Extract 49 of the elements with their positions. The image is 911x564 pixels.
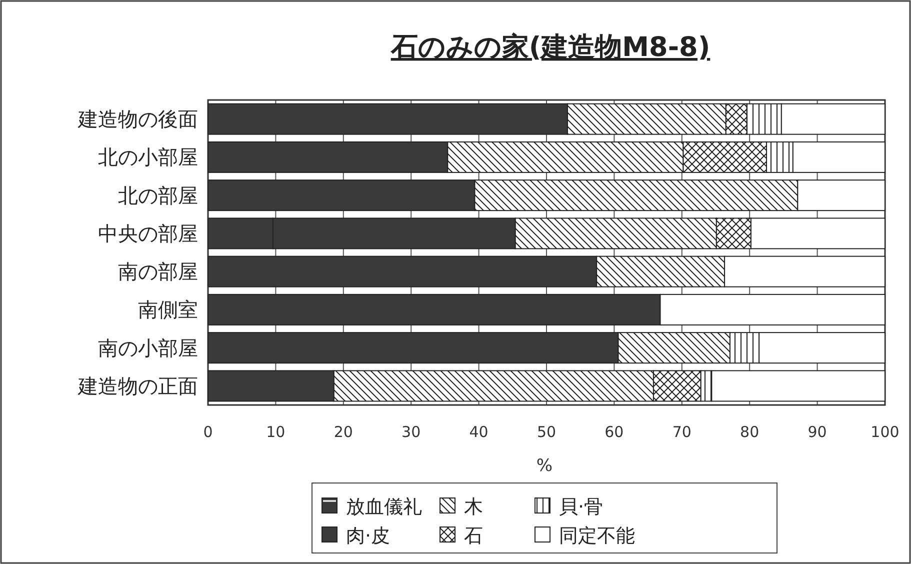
- bar: [514, 218, 717, 250]
- bar: [596, 256, 726, 288]
- bar: [746, 103, 782, 135]
- y-tick-label: 北の小部屋: [98, 145, 198, 170]
- x-tick-label: 70: [672, 423, 692, 441]
- y-tick-label: 南の部屋: [118, 260, 198, 284]
- x-tick-label: 90: [808, 423, 827, 441]
- legend-label: 放血儀礼: [346, 496, 422, 518]
- bar: [792, 141, 886, 173]
- bar: [618, 332, 730, 364]
- x-tick-label: 80: [740, 423, 760, 441]
- legend-label: 石: [464, 525, 483, 547]
- x-tick-label: 10: [266, 423, 286, 441]
- x-tick-label: 20: [334, 423, 353, 441]
- bar: [652, 370, 702, 402]
- bar: [758, 332, 886, 364]
- bar: [780, 103, 886, 135]
- chart-title: 石のみの家(建造物M8-8): [390, 32, 710, 63]
- x-axis-title: %: [536, 456, 553, 476]
- x-tick-label: 0: [203, 423, 213, 441]
- bar: [724, 256, 886, 288]
- bar: [797, 180, 886, 212]
- y-tick-label: 建造物の後面: [77, 107, 198, 132]
- bar: [447, 141, 684, 173]
- y-tick-label: 北の部屋: [118, 183, 198, 208]
- y-tick-label: 南の小部屋: [98, 336, 198, 360]
- bar: [766, 141, 794, 173]
- x-tick-label: 50: [536, 423, 556, 441]
- bar: [716, 218, 752, 250]
- x-tick-label: 100: [870, 423, 900, 441]
- legend-label: 貝·骨: [559, 496, 604, 518]
- bar: [725, 103, 748, 135]
- legend-label: 同定不能: [559, 525, 635, 547]
- x-tick-label: 40: [469, 423, 488, 441]
- legend-label: 肉·皮: [346, 525, 390, 547]
- y-tick-label: 建造物の正面: [77, 374, 198, 398]
- bar: [566, 103, 726, 135]
- y-tick-label: 中央の部屋: [98, 221, 198, 246]
- legend-label: 木: [464, 496, 483, 518]
- y-tick-label: 南側室: [138, 298, 198, 322]
- bar: [682, 141, 768, 173]
- bar: [711, 370, 886, 402]
- bar: [333, 370, 654, 402]
- x-tick-label: 60: [604, 423, 624, 441]
- bar: [729, 332, 760, 364]
- x-tick-label: 30: [402, 423, 421, 441]
- bar: [474, 180, 798, 212]
- bar: [750, 218, 886, 250]
- bar: [660, 294, 886, 326]
